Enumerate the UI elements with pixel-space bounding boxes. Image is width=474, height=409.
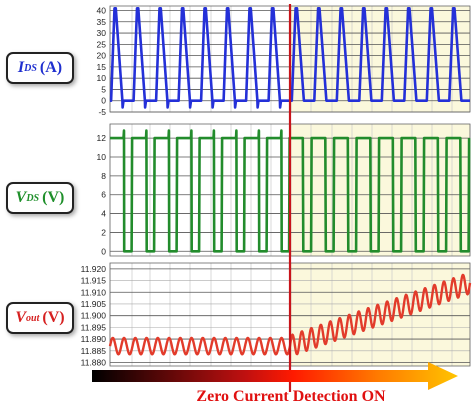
y-tick-label: 11.885: [81, 346, 107, 356]
vds-axis-label: V DS (V): [6, 182, 74, 214]
y-tick-label: 20: [97, 51, 107, 61]
y-tick-label: 4: [101, 209, 106, 219]
timeline-arrow: [92, 362, 458, 390]
series-line: [109, 7, 470, 109]
y-tick-label: 40: [97, 6, 107, 16]
y-tick-label: 10: [97, 152, 107, 162]
y-tick-label: 8: [101, 171, 106, 181]
y-tick-label: 0: [101, 96, 106, 106]
y-tick-label: 25: [97, 39, 107, 49]
y-tick-label: 12: [97, 133, 107, 143]
ids-axis-label: I DS (A): [6, 52, 74, 84]
y-tick-label: 11.895: [81, 322, 107, 332]
y-tick-label: 15: [97, 62, 107, 72]
y-tick-label: 11.920: [81, 264, 107, 274]
series-line: [109, 129, 471, 253]
y-tick-label: 11.880: [81, 357, 107, 367]
y-tick-label: 11.890: [81, 334, 107, 344]
panel-1: 12 10 8 6 4 2 0: [97, 123, 471, 257]
y-tick-label: 10: [97, 73, 107, 83]
zero-current-detection-caption: Zero Current Detection ON: [196, 388, 386, 405]
y-tick-label: 11.900: [81, 311, 107, 321]
y-tick-label: 30: [97, 28, 107, 38]
y-tick-label: 35: [97, 17, 107, 27]
y-tick-label: 11.910: [81, 287, 107, 297]
y-tick-label: 11.915: [81, 276, 107, 286]
y-tick-label: 5: [101, 84, 106, 94]
y-tick-label: 6: [101, 190, 106, 200]
y-tick-label: 11.905: [81, 299, 107, 309]
y-tick-label: 0: [101, 246, 106, 256]
y-tick-label: -5: [98, 107, 106, 117]
y-tick-label: 2: [101, 227, 106, 237]
